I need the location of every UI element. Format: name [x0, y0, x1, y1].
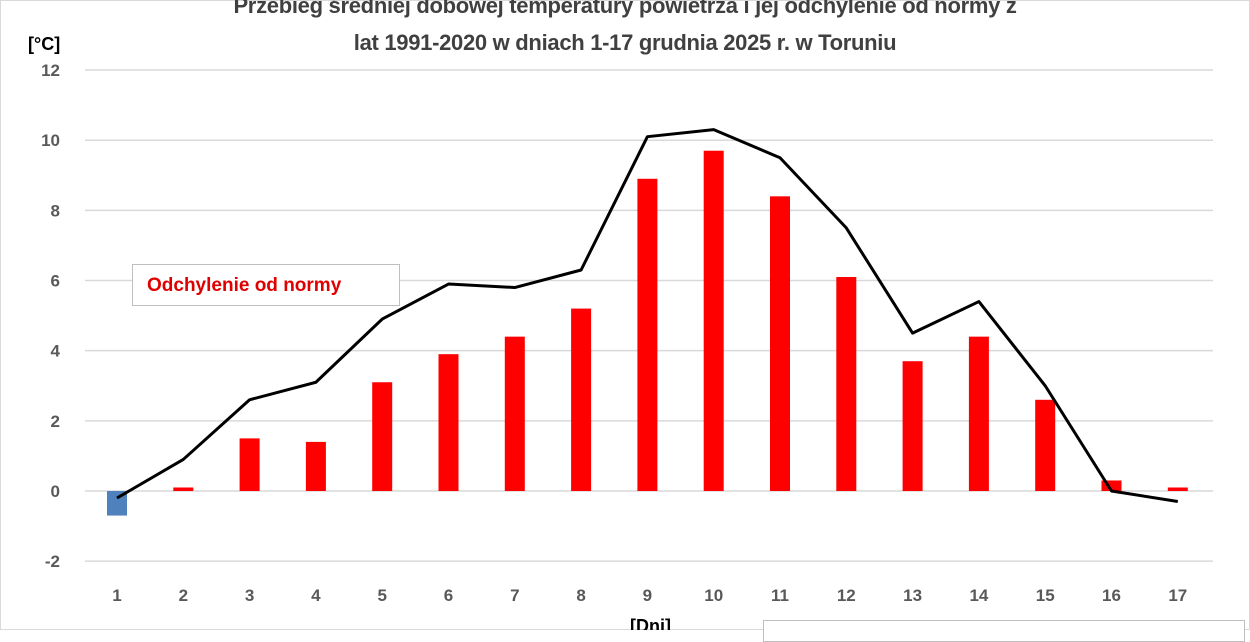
x-tick-label: 2	[179, 586, 188, 605]
x-tick-label: 16	[1102, 586, 1121, 605]
x-tick-label: 17	[1168, 586, 1187, 605]
bar-day-14	[969, 337, 989, 491]
y-tick-label: 6	[51, 272, 60, 291]
y-tick-label: 10	[41, 131, 60, 150]
bar-day-11	[770, 196, 790, 491]
x-tick-label: 5	[377, 586, 386, 605]
x-tick-label: 11	[771, 586, 789, 605]
legend-box	[763, 620, 1245, 642]
x-tick-label: 7	[510, 586, 519, 605]
bar-day-17	[1168, 487, 1188, 491]
x-axis-label: [Dni]	[630, 616, 671, 630]
y-axis-label: [°C]	[28, 34, 60, 54]
bar-day-15	[1035, 400, 1055, 491]
x-tick-label: 15	[1036, 586, 1055, 605]
x-tick-label: 9	[643, 586, 652, 605]
x-tick-label: 8	[576, 586, 585, 605]
x-tick-label: 1	[112, 586, 121, 605]
x-tick-label: 10	[704, 586, 723, 605]
bar-day-4	[306, 442, 326, 491]
y-tick-label: 8	[51, 201, 60, 220]
bar-day-8	[571, 309, 591, 491]
bar-day-3	[240, 438, 260, 491]
y-tick-label: -2	[45, 552, 60, 571]
x-tick-label: 14	[969, 586, 988, 605]
bar-day-13	[903, 361, 923, 491]
y-tick-label: 2	[51, 412, 60, 431]
bar-day-9	[637, 179, 657, 491]
bar-day-10	[704, 151, 724, 491]
x-tick-label: 3	[245, 586, 254, 605]
x-tick-label: 6	[444, 586, 453, 605]
y-tick-label: 12	[41, 61, 60, 80]
bar-day-12	[836, 277, 856, 491]
bar-day-2	[173, 487, 193, 491]
x-tick-label: 13	[903, 586, 922, 605]
bar-day-5	[372, 382, 392, 491]
x-tick-label: 4	[311, 586, 321, 605]
bar-day-7	[505, 337, 525, 491]
y-tick-label: 4	[51, 342, 61, 361]
bar-day-6	[439, 354, 459, 491]
annotation-deviation: Odchylenie od normy	[132, 264, 400, 306]
y-tick-label: 0	[51, 482, 60, 501]
x-tick-label: 12	[837, 586, 856, 605]
